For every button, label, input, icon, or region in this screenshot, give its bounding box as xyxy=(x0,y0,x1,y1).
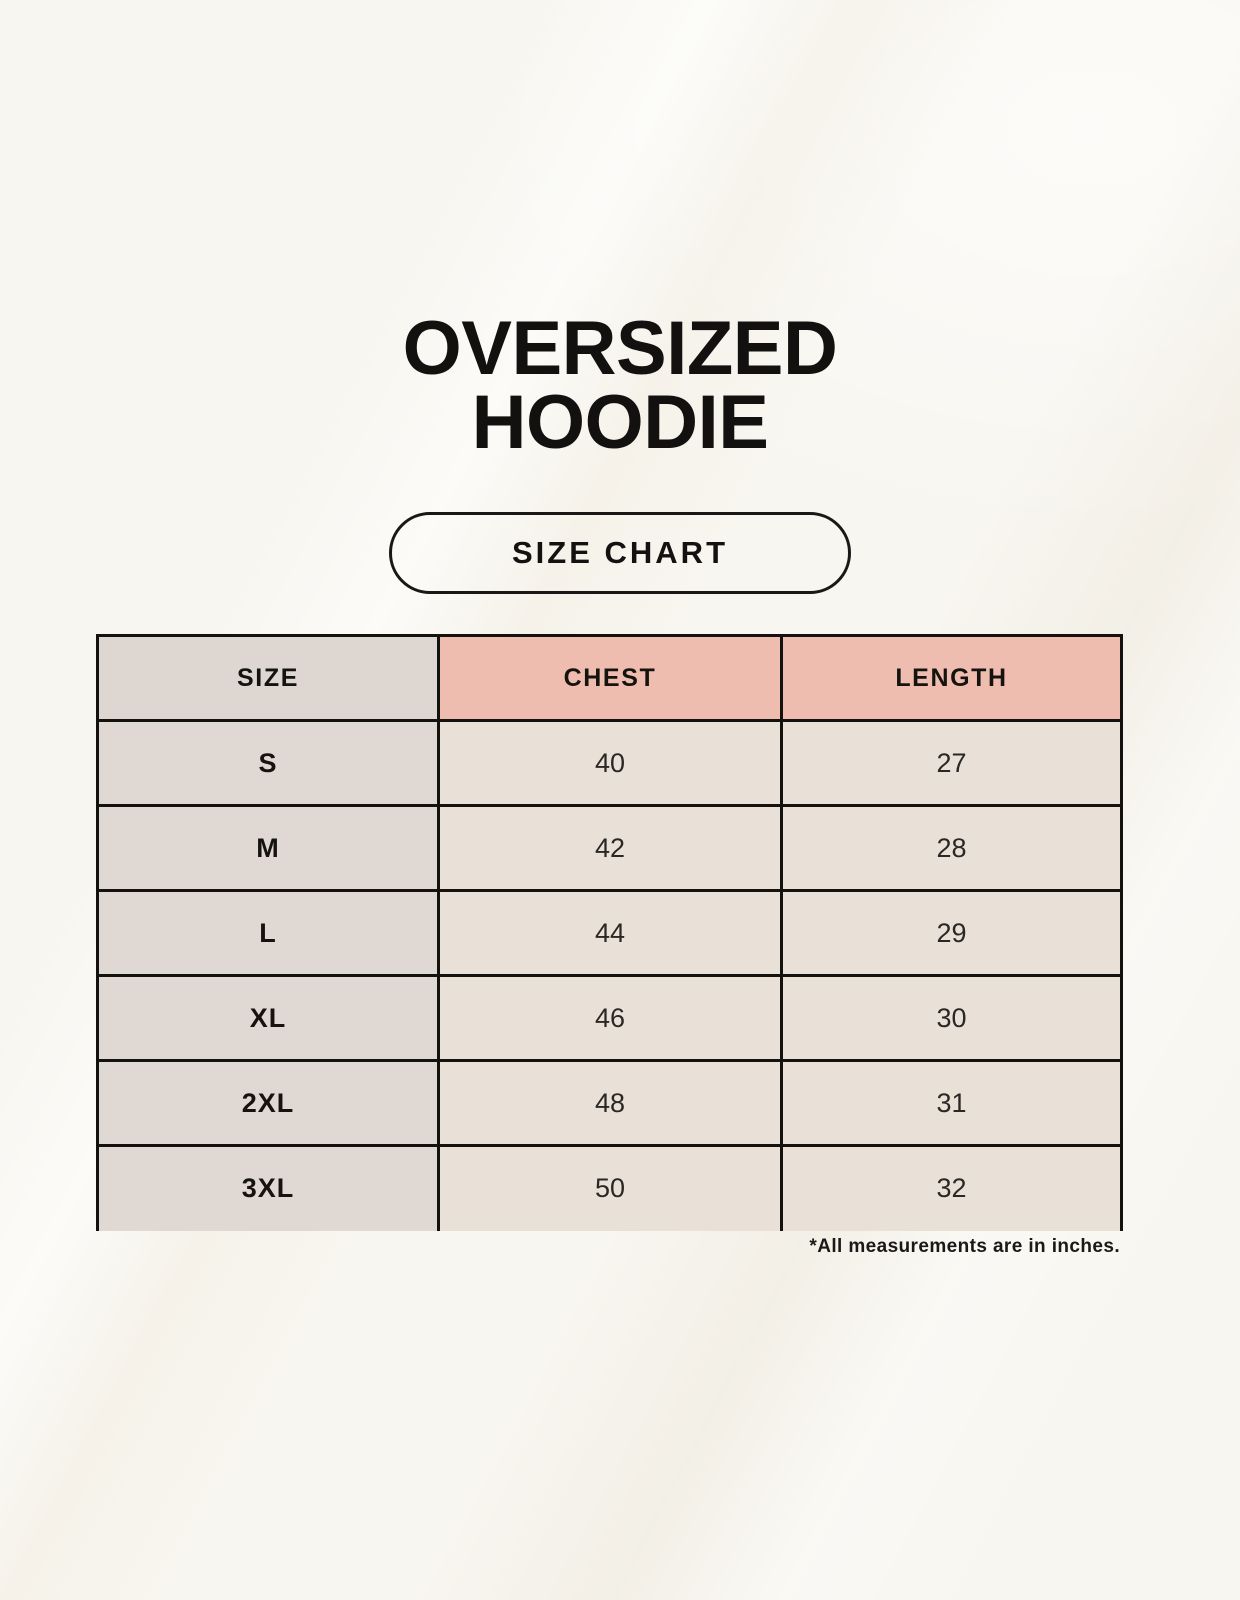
table-row: S 40 27 xyxy=(96,719,1123,806)
size-table: SIZE CHEST LENGTH S 40 xyxy=(96,634,1123,1231)
size-chart-badge-label: SIZE CHART xyxy=(512,535,728,570)
cell-length-value: 32 xyxy=(936,1173,967,1204)
cell-chest-value: 44 xyxy=(594,917,626,948)
cell-chest-value: 48 xyxy=(594,1087,626,1118)
cell-length: 30 xyxy=(780,974,1123,1061)
cell-size-label: 3XL xyxy=(241,1173,295,1204)
size-chart-badge-wrapper: SIZE CHART xyxy=(0,512,1240,594)
measurements-footnote: *All measurements are in inches. xyxy=(809,1236,1120,1257)
cell-length: 27 xyxy=(780,719,1123,806)
cell-length-value: 27 xyxy=(936,747,967,778)
size-table-body: S 40 27 M 42 xyxy=(96,719,1123,1231)
column-header-size: SIZE xyxy=(96,634,440,721)
cell-length: 29 xyxy=(780,889,1123,976)
cell-size-label: 2XL xyxy=(241,1087,295,1118)
cell-size: 2XL xyxy=(96,1059,440,1146)
table-row: 2XL 48 31 xyxy=(96,1059,1123,1146)
cell-length-value: 29 xyxy=(936,917,967,948)
cell-size: L xyxy=(96,889,440,976)
size-chart-badge: SIZE CHART xyxy=(389,512,851,594)
cell-length-value: 30 xyxy=(936,1002,967,1033)
column-header-length: LENGTH xyxy=(780,634,1123,721)
table-row: L 44 29 xyxy=(96,889,1123,976)
table-row: XL 46 30 xyxy=(96,974,1123,1061)
cell-length-value: 31 xyxy=(936,1087,967,1118)
cell-length-value: 28 xyxy=(936,832,967,863)
page-title: OVERSIZED HOODIE xyxy=(0,306,1240,465)
cell-length: 28 xyxy=(780,804,1123,891)
cell-size-label: L xyxy=(259,917,277,948)
table-header-row: SIZE CHEST LENGTH xyxy=(96,634,1123,721)
cell-length: 31 xyxy=(780,1059,1123,1146)
cell-chest: 42 xyxy=(437,804,783,891)
cell-chest: 46 xyxy=(437,974,783,1061)
cell-size: M xyxy=(96,804,440,891)
cell-chest-value: 46 xyxy=(594,1002,626,1033)
column-header-chest: CHEST xyxy=(437,634,783,721)
column-header-size-label: SIZE xyxy=(237,663,299,692)
size-table-header: SIZE CHEST LENGTH xyxy=(96,634,1123,721)
size-table-wrapper: SIZE CHEST LENGTH S 40 xyxy=(96,634,1123,1231)
cell-chest: 44 xyxy=(437,889,783,976)
cell-size-label: XL xyxy=(249,1002,287,1033)
cell-size-label: M xyxy=(256,832,280,863)
table-row: M 42 28 xyxy=(96,804,1123,891)
cell-chest-value: 40 xyxy=(594,747,626,778)
cell-size: S xyxy=(96,719,440,806)
cell-chest: 50 xyxy=(437,1144,783,1231)
cell-length: 32 xyxy=(780,1144,1123,1231)
cell-chest-value: 50 xyxy=(594,1173,626,1204)
cell-size: XL xyxy=(96,974,440,1061)
column-header-length-label: LENGTH xyxy=(895,663,1008,692)
cell-size-label: S xyxy=(258,747,278,778)
cell-size: 3XL xyxy=(96,1144,440,1231)
table-row: 3XL 50 32 xyxy=(96,1144,1123,1231)
cell-chest: 40 xyxy=(437,719,783,806)
column-header-chest-label: CHEST xyxy=(563,663,657,692)
cell-chest: 48 xyxy=(437,1059,783,1146)
cell-chest-value: 42 xyxy=(594,832,626,863)
page-title-line-1: OVERSIZED xyxy=(402,306,838,391)
page-title-line-2: HOODIE xyxy=(471,380,769,465)
